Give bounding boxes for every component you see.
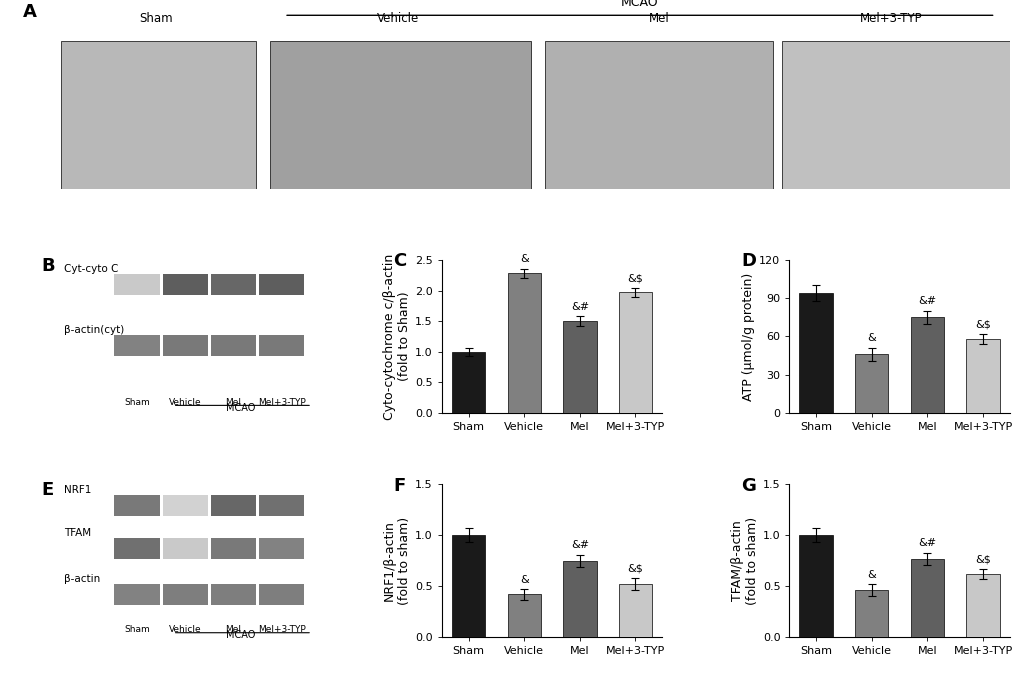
FancyBboxPatch shape bbox=[114, 495, 160, 517]
Text: &$: &$ bbox=[974, 319, 990, 330]
Bar bbox=[562, 561, 596, 637]
FancyBboxPatch shape bbox=[162, 335, 208, 357]
Bar bbox=[799, 293, 833, 413]
FancyBboxPatch shape bbox=[782, 41, 1009, 188]
Text: Mel+3-TYP: Mel+3-TYP bbox=[859, 12, 921, 25]
Text: Sham: Sham bbox=[140, 12, 172, 25]
Bar bbox=[965, 574, 999, 637]
Bar bbox=[562, 321, 596, 413]
Text: β-actin(cyt): β-actin(cyt) bbox=[63, 325, 124, 335]
Bar bbox=[451, 535, 485, 637]
Text: Vehicle: Vehicle bbox=[169, 625, 202, 634]
Text: &: & bbox=[520, 254, 528, 264]
Y-axis label: ATP (μmol/g protein): ATP (μmol/g protein) bbox=[742, 273, 754, 401]
Bar bbox=[854, 355, 888, 413]
Text: &$: &$ bbox=[974, 555, 990, 564]
Y-axis label: NRF1/β-actin
(fold to sham): NRF1/β-actin (fold to sham) bbox=[383, 517, 411, 605]
Bar bbox=[451, 352, 485, 413]
FancyBboxPatch shape bbox=[211, 538, 256, 559]
Bar bbox=[965, 339, 999, 413]
Text: E: E bbox=[41, 481, 53, 499]
Text: Mel: Mel bbox=[225, 398, 242, 407]
Text: &$: &$ bbox=[627, 273, 643, 283]
FancyBboxPatch shape bbox=[162, 584, 208, 605]
Text: G: G bbox=[740, 477, 755, 494]
FancyBboxPatch shape bbox=[114, 538, 160, 559]
Text: TFAM: TFAM bbox=[63, 527, 91, 538]
Text: A: A bbox=[23, 3, 37, 22]
Bar bbox=[619, 584, 651, 637]
FancyBboxPatch shape bbox=[162, 538, 208, 559]
FancyBboxPatch shape bbox=[259, 495, 304, 517]
Text: β-actin: β-actin bbox=[63, 574, 100, 584]
Text: NRF1: NRF1 bbox=[63, 485, 91, 495]
Text: &#: &# bbox=[917, 296, 935, 306]
Text: C: C bbox=[393, 252, 407, 271]
Text: D: D bbox=[740, 252, 755, 271]
Text: &: & bbox=[520, 575, 528, 584]
Text: B: B bbox=[41, 257, 54, 275]
Text: &#: &# bbox=[571, 540, 588, 550]
Y-axis label: Cyto-cytochrome c/β-actin
(fold to Sham): Cyto-cytochrome c/β-actin (fold to Sham) bbox=[382, 254, 411, 420]
Text: Mel: Mel bbox=[648, 12, 668, 25]
Bar bbox=[507, 595, 540, 637]
Y-axis label: TFAM/β-actin
(fold to sham): TFAM/β-actin (fold to sham) bbox=[730, 517, 758, 605]
Text: Vehicle: Vehicle bbox=[376, 12, 419, 25]
Bar bbox=[854, 591, 888, 637]
Bar bbox=[799, 535, 833, 637]
Text: Sham: Sham bbox=[124, 398, 150, 407]
FancyBboxPatch shape bbox=[270, 41, 530, 188]
FancyBboxPatch shape bbox=[259, 538, 304, 559]
Text: &#: &# bbox=[917, 538, 935, 548]
Bar bbox=[507, 273, 540, 413]
Text: &#: &# bbox=[571, 302, 588, 312]
Text: MCAO: MCAO bbox=[621, 0, 658, 9]
Bar bbox=[910, 559, 944, 637]
Text: &: & bbox=[866, 570, 875, 580]
Text: Mel+3-TYP: Mel+3-TYP bbox=[258, 625, 306, 634]
FancyBboxPatch shape bbox=[162, 274, 208, 295]
FancyBboxPatch shape bbox=[259, 335, 304, 357]
FancyBboxPatch shape bbox=[114, 274, 160, 295]
Text: &: & bbox=[866, 334, 875, 343]
FancyBboxPatch shape bbox=[61, 41, 256, 188]
FancyBboxPatch shape bbox=[544, 41, 772, 188]
Text: MCAO: MCAO bbox=[226, 631, 256, 641]
FancyBboxPatch shape bbox=[211, 584, 256, 605]
FancyBboxPatch shape bbox=[114, 335, 160, 357]
FancyBboxPatch shape bbox=[114, 584, 160, 605]
Text: Mel: Mel bbox=[225, 625, 242, 634]
Bar bbox=[910, 317, 944, 413]
Text: Mel+3-TYP: Mel+3-TYP bbox=[258, 398, 306, 407]
Text: Cyt-cyto C: Cyt-cyto C bbox=[63, 264, 118, 274]
Text: F: F bbox=[393, 477, 406, 494]
Text: Sham: Sham bbox=[124, 625, 150, 634]
Bar bbox=[619, 292, 651, 413]
FancyBboxPatch shape bbox=[162, 495, 208, 517]
Text: &$: &$ bbox=[627, 563, 643, 574]
FancyBboxPatch shape bbox=[211, 335, 256, 357]
FancyBboxPatch shape bbox=[211, 495, 256, 517]
FancyBboxPatch shape bbox=[259, 584, 304, 605]
FancyBboxPatch shape bbox=[259, 274, 304, 295]
Text: MCAO: MCAO bbox=[226, 403, 256, 413]
FancyBboxPatch shape bbox=[211, 274, 256, 295]
Text: Vehicle: Vehicle bbox=[169, 398, 202, 407]
